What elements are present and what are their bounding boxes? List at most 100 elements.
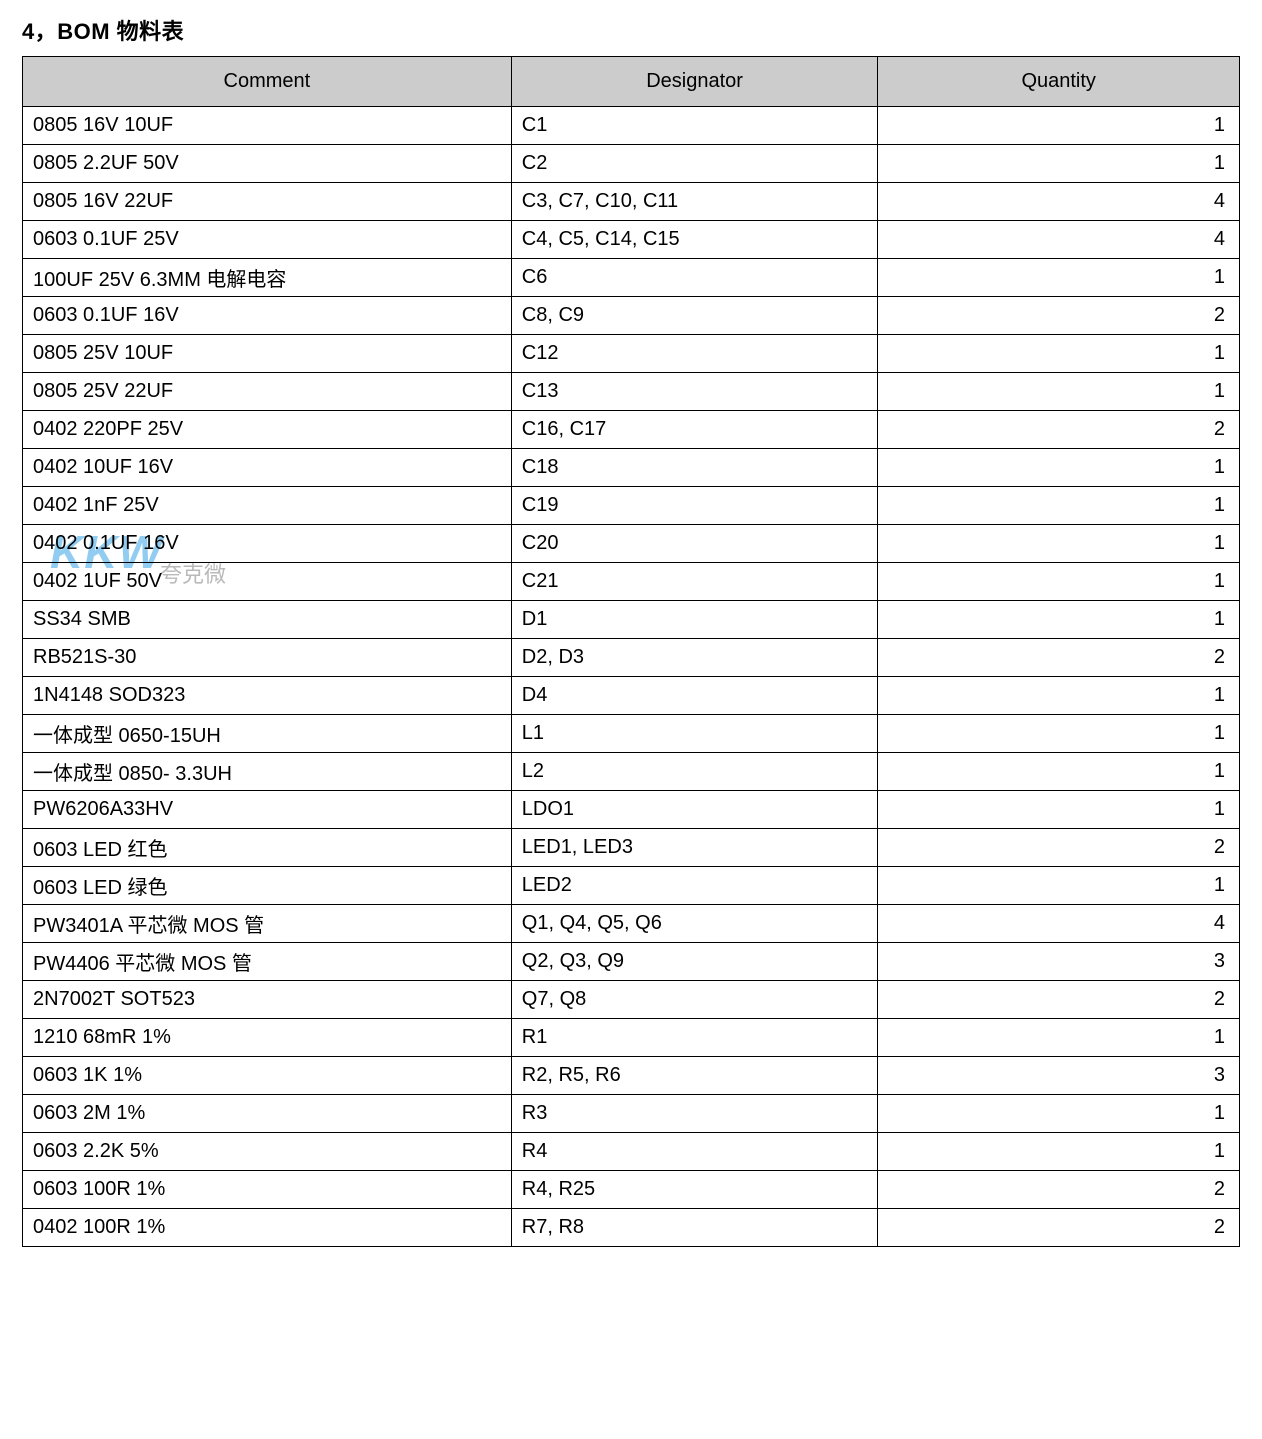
cell-designator: R1 bbox=[511, 1019, 878, 1057]
cell-comment: 0805 2.2UF 50V bbox=[23, 145, 512, 183]
cell-quantity: 1 bbox=[878, 145, 1240, 183]
table-row: 一体成型 0650-15UHL11 bbox=[23, 715, 1240, 753]
cell-designator: C1 bbox=[511, 107, 878, 145]
table-row: 0603 2.2K 5%R41 bbox=[23, 1133, 1240, 1171]
bom-table: Comment Designator Quantity 0805 16V 10U… bbox=[22, 56, 1240, 1247]
cell-designator: C19 bbox=[511, 487, 878, 525]
table-row: 0603 LED 绿色LED21 bbox=[23, 867, 1240, 905]
table-row: 0402 100R 1%R7, R82 bbox=[23, 1209, 1240, 1247]
cell-comment: 0603 LED 红色 bbox=[23, 829, 512, 867]
cell-comment: 0603 0.1UF 16V bbox=[23, 297, 512, 335]
cell-quantity: 1 bbox=[878, 449, 1240, 487]
cell-quantity: 1 bbox=[878, 373, 1240, 411]
table-row: 0603 0.1UF 25VC4, C5, C14, C154 bbox=[23, 221, 1240, 259]
cell-comment: 0805 16V 22UF bbox=[23, 183, 512, 221]
cell-quantity: 1 bbox=[878, 715, 1240, 753]
table-row: 0402 10UF 16VC181 bbox=[23, 449, 1240, 487]
cell-designator: D2, D3 bbox=[511, 639, 878, 677]
cell-comment: 1N4148 SOD323 bbox=[23, 677, 512, 715]
cell-designator: R4, R25 bbox=[511, 1171, 878, 1209]
cell-designator: R3 bbox=[511, 1095, 878, 1133]
cell-quantity: 1 bbox=[878, 791, 1240, 829]
cell-quantity: 4 bbox=[878, 183, 1240, 221]
cell-comment: 0402 220PF 25V bbox=[23, 411, 512, 449]
cell-designator: Q1, Q4, Q5, Q6 bbox=[511, 905, 878, 943]
cell-quantity: 1 bbox=[878, 753, 1240, 791]
cell-comment: 一体成型 0650-15UH bbox=[23, 715, 512, 753]
cell-comment: 0603 1K 1% bbox=[23, 1057, 512, 1095]
table-header-row: Comment Designator Quantity bbox=[23, 57, 1240, 107]
cell-designator: Q2, Q3, Q9 bbox=[511, 943, 878, 981]
cell-comment: 0603 2.2K 5% bbox=[23, 1133, 512, 1171]
table-row: 0402 220PF 25VC16, C172 bbox=[23, 411, 1240, 449]
cell-designator: C2 bbox=[511, 145, 878, 183]
cell-quantity: 1 bbox=[878, 259, 1240, 297]
cell-designator: R2, R5, R6 bbox=[511, 1057, 878, 1095]
table-row: 0603 2M 1%R31 bbox=[23, 1095, 1240, 1133]
table-row: 0805 25V 22UFC131 bbox=[23, 373, 1240, 411]
col-header-quantity: Quantity bbox=[878, 57, 1240, 107]
table-row: 0402 1UF 50VC211 bbox=[23, 563, 1240, 601]
table-row: 0603 LED 红色LED1, LED32 bbox=[23, 829, 1240, 867]
table-row: PW6206A33HVLDO11 bbox=[23, 791, 1240, 829]
cell-designator: C12 bbox=[511, 335, 878, 373]
table-row: 一体成型 0850- 3.3UHL21 bbox=[23, 753, 1240, 791]
cell-comment: 0805 25V 10UF bbox=[23, 335, 512, 373]
table-row: 0805 2.2UF 50VC21 bbox=[23, 145, 1240, 183]
cell-quantity: 3 bbox=[878, 943, 1240, 981]
cell-comment: 100UF 25V 6.3MM 电解电容 bbox=[23, 259, 512, 297]
cell-comment: PW6206A33HV bbox=[23, 791, 512, 829]
cell-quantity: 2 bbox=[878, 1209, 1240, 1247]
table-row: 0402 1nF 25VC191 bbox=[23, 487, 1240, 525]
cell-comment: 0402 1nF 25V bbox=[23, 487, 512, 525]
cell-designator: C13 bbox=[511, 373, 878, 411]
cell-quantity: 4 bbox=[878, 905, 1240, 943]
cell-comment: 0402 1UF 50V bbox=[23, 563, 512, 601]
cell-comment: 0402 0.1UF 16V bbox=[23, 525, 512, 563]
cell-comment: 0402 10UF 16V bbox=[23, 449, 512, 487]
table-row: PW3401A 平芯微 MOS 管Q1, Q4, Q5, Q64 bbox=[23, 905, 1240, 943]
cell-quantity: 1 bbox=[878, 1095, 1240, 1133]
cell-quantity: 2 bbox=[878, 411, 1240, 449]
cell-quantity: 2 bbox=[878, 1171, 1240, 1209]
table-row: SS34 SMBD11 bbox=[23, 601, 1240, 639]
cell-comment: 1210 68mR 1% bbox=[23, 1019, 512, 1057]
cell-quantity: 1 bbox=[878, 867, 1240, 905]
cell-comment: 0603 100R 1% bbox=[23, 1171, 512, 1209]
cell-designator: L1 bbox=[511, 715, 878, 753]
cell-quantity: 2 bbox=[878, 297, 1240, 335]
cell-designator: R4 bbox=[511, 1133, 878, 1171]
cell-quantity: 2 bbox=[878, 639, 1240, 677]
cell-designator: C21 bbox=[511, 563, 878, 601]
table-row: 0603 1K 1%R2, R5, R63 bbox=[23, 1057, 1240, 1095]
cell-designator: C18 bbox=[511, 449, 878, 487]
cell-comment: 0402 100R 1% bbox=[23, 1209, 512, 1247]
cell-comment: 0603 0.1UF 25V bbox=[23, 221, 512, 259]
table-row: 1N4148 SOD323D41 bbox=[23, 677, 1240, 715]
table-row: RB521S-30D2, D32 bbox=[23, 639, 1240, 677]
cell-quantity: 1 bbox=[878, 1019, 1240, 1057]
cell-comment: 0805 16V 10UF bbox=[23, 107, 512, 145]
cell-designator: C3, C7, C10, C11 bbox=[511, 183, 878, 221]
col-header-comment: Comment bbox=[23, 57, 512, 107]
cell-designator: LED1, LED3 bbox=[511, 829, 878, 867]
cell-quantity: 1 bbox=[878, 107, 1240, 145]
cell-designator: Q7, Q8 bbox=[511, 981, 878, 1019]
table-row: 2N7002T SOT523Q7, Q82 bbox=[23, 981, 1240, 1019]
cell-designator: L2 bbox=[511, 753, 878, 791]
cell-designator: R7, R8 bbox=[511, 1209, 878, 1247]
table-row: PW4406 平芯微 MOS 管Q2, Q3, Q93 bbox=[23, 943, 1240, 981]
table-row: 0603 100R 1%R4, R252 bbox=[23, 1171, 1240, 1209]
cell-designator: LDO1 bbox=[511, 791, 878, 829]
cell-quantity: 3 bbox=[878, 1057, 1240, 1095]
cell-designator: C20 bbox=[511, 525, 878, 563]
table-row: 0805 16V 22UFC3, C7, C10, C114 bbox=[23, 183, 1240, 221]
cell-comment: 0603 LED 绿色 bbox=[23, 867, 512, 905]
table-row: 0402 0.1UF 16VC201 bbox=[23, 525, 1240, 563]
cell-quantity: 1 bbox=[878, 563, 1240, 601]
section-title: 4，BOM 物料表 bbox=[22, 14, 1240, 46]
cell-quantity: 1 bbox=[878, 335, 1240, 373]
cell-quantity: 1 bbox=[878, 677, 1240, 715]
col-header-designator: Designator bbox=[511, 57, 878, 107]
cell-comment: RB521S-30 bbox=[23, 639, 512, 677]
